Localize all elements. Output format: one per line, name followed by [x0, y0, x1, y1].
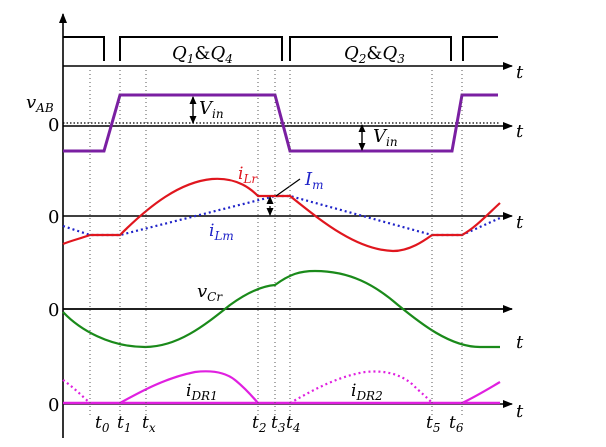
idr2-label: iDR2	[351, 381, 383, 403]
tick-t6: t6	[449, 413, 464, 435]
idr-t-label: t	[516, 401, 524, 422]
idr1-next-waveform	[461, 381, 501, 404]
ilr-waveform	[62, 177, 501, 253]
vin-label-1: Vin	[199, 98, 224, 121]
time-markers	[89, 70, 463, 418]
idr1-label: iDR1	[186, 381, 218, 403]
vcr-label: vCr	[197, 281, 223, 304]
idr1-prev-waveform	[62, 379, 91, 404]
tick-tx: tx	[142, 413, 156, 435]
vab-zero-label: 0	[48, 115, 59, 136]
gate-label-q1q4: Q1&Q4	[172, 43, 233, 66]
current-zero-label: 0	[48, 207, 59, 228]
gate-label-q2q3: Q2&Q3	[344, 43, 405, 66]
idr2-waveform	[289, 370, 433, 404]
gate-signal-q23	[289, 36, 498, 61]
vab-label: vAB	[26, 92, 54, 115]
vcr-waveform	[62, 269, 500, 349]
tick-t2: t2	[252, 413, 266, 435]
tick-t5: t5	[426, 413, 440, 435]
vab-t-label: t	[516, 121, 524, 142]
ilm-label: iLm	[209, 221, 234, 243]
vcr-t-label: t	[516, 332, 524, 353]
im-label: Im	[304, 169, 324, 192]
gate-t-label: t	[516, 62, 524, 83]
current-t-label: t	[516, 212, 524, 233]
tick-t1: t1	[117, 413, 131, 435]
vcr-zero-label: 0	[48, 300, 59, 321]
idr1-waveform	[119, 370, 259, 404]
idr-zero-label: 0	[48, 395, 59, 416]
tick-t4: t4	[286, 413, 300, 435]
gate-signal-q14	[63, 36, 283, 61]
ilr-label: iLr	[238, 164, 258, 186]
vab-waveform	[63, 93, 498, 153]
im-pointer	[275, 178, 301, 197]
vin-label-2: Vin	[373, 126, 398, 149]
tick-t3: t3	[271, 413, 286, 435]
tick-t0: t0	[95, 413, 110, 435]
